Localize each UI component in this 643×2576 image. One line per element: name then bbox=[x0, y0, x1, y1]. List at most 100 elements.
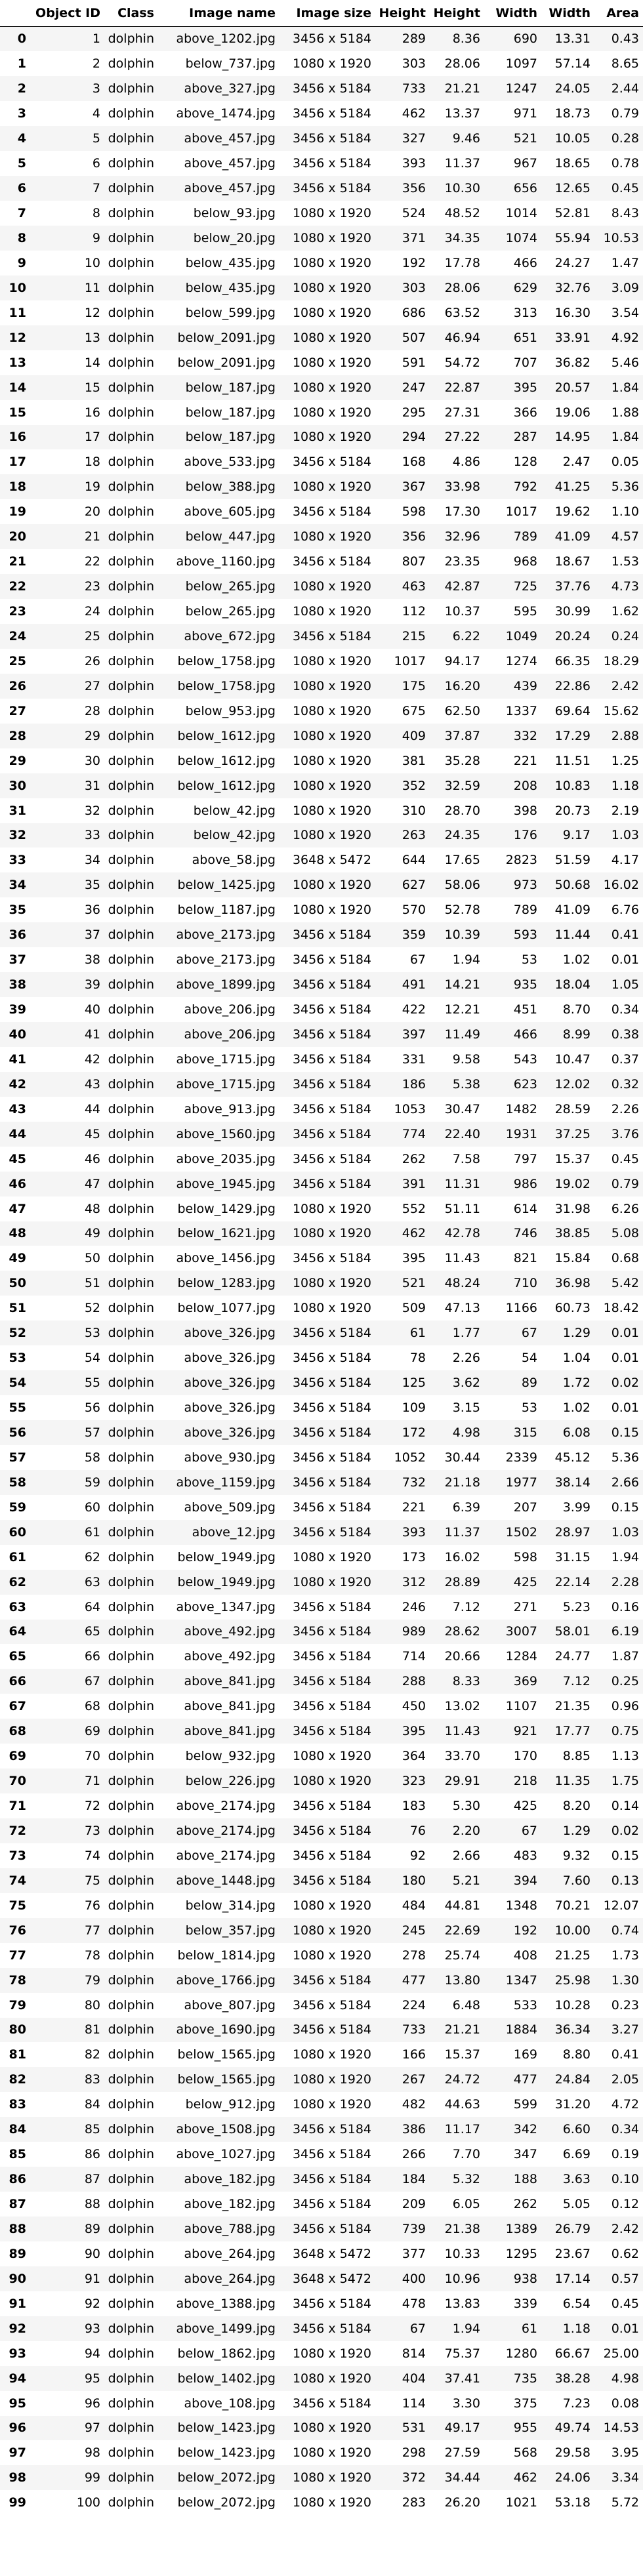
area-cell: 1.18 bbox=[593, 773, 643, 798]
height-px-cell: 263 bbox=[374, 823, 428, 848]
image-name-cell: above_930.jpg bbox=[157, 1444, 278, 1470]
image-name-cell: above_509.jpg bbox=[157, 1494, 278, 1520]
image-size-cell: 3456 x 5184 bbox=[278, 922, 374, 948]
width-px-cell: 1021 bbox=[483, 2490, 540, 2516]
height-pct-cell: 37.41 bbox=[428, 2365, 483, 2391]
width-pct-cell: 11.51 bbox=[540, 748, 593, 773]
table-row: 4 5 dolphin above_457.jpg 3456 x 5184 327 9.46… bbox=[0, 126, 643, 152]
image-size-cell: 3456 x 5184 bbox=[278, 1992, 374, 2018]
height-pct-cell: 48.52 bbox=[428, 201, 483, 226]
object-id-cell: 42 bbox=[29, 1046, 103, 1072]
image-size-cell: 1080 x 1920 bbox=[278, 1768, 374, 1794]
area-cell: 8.43 bbox=[593, 201, 643, 226]
height-px-cell: 288 bbox=[374, 1669, 428, 1694]
object-id-cell: 72 bbox=[29, 1793, 103, 1818]
height-pct-cell: 29.91 bbox=[428, 1768, 483, 1794]
class-cell: dolphin bbox=[103, 1544, 157, 1570]
width-px-cell: 568 bbox=[483, 2440, 540, 2466]
width-pct-cell: 10.47 bbox=[540, 1046, 593, 1072]
row-index: 82 bbox=[0, 2067, 29, 2093]
row-index: 74 bbox=[0, 1868, 29, 1893]
table-row: 23 24 dolphin below_265.jpg 1080 x 1920 112 10… bbox=[0, 599, 643, 624]
class-cell: dolphin bbox=[103, 1992, 157, 2018]
image-name-cell: above_264.jpg bbox=[157, 2241, 278, 2266]
area-cell: 1.13 bbox=[593, 1744, 643, 1769]
table-row: 78 79 dolphin above_1766.jpg 3456 x 5184 477 1… bbox=[0, 1967, 643, 1993]
table-row: 26 27 dolphin below_1758.jpg 1080 x 1920 175 1… bbox=[0, 673, 643, 699]
image-name-cell: below_1949.jpg bbox=[157, 1544, 278, 1570]
height-pct-cell: 35.28 bbox=[428, 748, 483, 773]
row-index: 39 bbox=[0, 997, 29, 1022]
width-pct-cell: 14.95 bbox=[540, 424, 593, 450]
height-px-cell: 422 bbox=[374, 997, 428, 1022]
width-px-cell: 623 bbox=[483, 1071, 540, 1097]
area-cell: 2.26 bbox=[593, 1096, 643, 1122]
image-size-cell: 1080 x 1920 bbox=[278, 1221, 374, 1246]
class-cell: dolphin bbox=[103, 1121, 157, 1147]
height-px-cell: 377 bbox=[374, 2241, 428, 2266]
class-cell: dolphin bbox=[103, 1171, 157, 1196]
object-id-cell: 20 bbox=[29, 499, 103, 525]
area-cell: 0.02 bbox=[593, 1818, 643, 1843]
image-name-cell: below_265.jpg bbox=[157, 599, 278, 624]
object-id-cell: 84 bbox=[29, 2092, 103, 2117]
row-index: 53 bbox=[0, 1345, 29, 1371]
image-name-cell: below_1862.jpg bbox=[157, 2341, 278, 2366]
column-header: Height bbox=[374, 0, 428, 27]
width-pct-cell: 66.35 bbox=[540, 648, 593, 674]
class-cell: dolphin bbox=[103, 2266, 157, 2291]
area-cell: 5.42 bbox=[593, 1271, 643, 1296]
image-name-cell: above_492.jpg bbox=[157, 1644, 278, 1669]
width-px-cell: 425 bbox=[483, 1793, 540, 1818]
area-cell: 0.41 bbox=[593, 2042, 643, 2068]
row-index: 77 bbox=[0, 1942, 29, 1968]
row-index: 51 bbox=[0, 1296, 29, 1321]
height-px-cell: 61 bbox=[374, 1320, 428, 1346]
row-index: 40 bbox=[0, 1022, 29, 1047]
area-cell: 1.73 bbox=[593, 1942, 643, 1968]
height-pct-cell: 9.58 bbox=[428, 1046, 483, 1072]
width-px-cell: 1389 bbox=[483, 2217, 540, 2241]
width-px-cell: 1280 bbox=[483, 2341, 540, 2366]
width-px-cell: 2339 bbox=[483, 1444, 540, 1470]
width-px-cell: 1247 bbox=[483, 76, 540, 102]
class-cell: dolphin bbox=[103, 325, 157, 350]
image-name-cell: above_326.jpg bbox=[157, 1420, 278, 1445]
table-row: 35 36 dolphin below_1187.jpg 1080 x 1920 570 5… bbox=[0, 897, 643, 923]
class-cell: dolphin bbox=[103, 2365, 157, 2391]
image-name-cell: above_264.jpg bbox=[157, 2266, 278, 2291]
height-px-cell: 209 bbox=[374, 2192, 428, 2217]
object-id-cell: 36 bbox=[29, 897, 103, 923]
height-pct-cell: 5.38 bbox=[428, 1071, 483, 1097]
width-px-cell: 971 bbox=[483, 101, 540, 127]
image-name-cell: above_326.jpg bbox=[157, 1370, 278, 1396]
table-row: 8 9 dolphin below_20.jpg 1080 x 1920 371 34.35… bbox=[0, 226, 643, 251]
area-cell: 0.24 bbox=[593, 624, 643, 649]
class-cell: dolphin bbox=[103, 1246, 157, 1271]
class-cell: dolphin bbox=[103, 2490, 157, 2516]
image-name-cell: above_327.jpg bbox=[157, 76, 278, 102]
image-size-cell: 1080 x 1920 bbox=[278, 350, 374, 375]
area-cell: 6.26 bbox=[593, 1196, 643, 1221]
area-cell: 0.25 bbox=[593, 1669, 643, 1694]
image-name-cell: above_1456.jpg bbox=[157, 1246, 278, 1271]
table-row: 30 31 dolphin below_1612.jpg 1080 x 1920 352 3… bbox=[0, 773, 643, 798]
area-cell: 0.75 bbox=[593, 1719, 643, 1744]
width-pct-cell: 41.25 bbox=[540, 474, 593, 500]
width-px-cell: 1284 bbox=[483, 1644, 540, 1669]
height-pct-cell: 27.22 bbox=[428, 424, 483, 450]
height-pct-cell: 11.43 bbox=[428, 1719, 483, 1744]
row-index: 84 bbox=[0, 2117, 29, 2142]
image-name-cell: below_1425.jpg bbox=[157, 872, 278, 898]
table-header: Object ID Class Image name Image size He… bbox=[0, 0, 643, 27]
table-row: 64 65 dolphin above_492.jpg 3456 x 5184 989 28… bbox=[0, 1619, 643, 1645]
class-cell: dolphin bbox=[103, 1320, 157, 1346]
height-px-cell: 364 bbox=[374, 1744, 428, 1769]
height-pct-cell: 62.50 bbox=[428, 698, 483, 724]
height-px-cell: 531 bbox=[374, 2415, 428, 2441]
area-cell: 0.08 bbox=[593, 2390, 643, 2416]
row-index: 20 bbox=[0, 524, 29, 550]
area-cell: 3.09 bbox=[593, 275, 643, 300]
width-pct-cell: 10.83 bbox=[540, 773, 593, 798]
width-pct-cell: 31.98 bbox=[540, 1196, 593, 1221]
